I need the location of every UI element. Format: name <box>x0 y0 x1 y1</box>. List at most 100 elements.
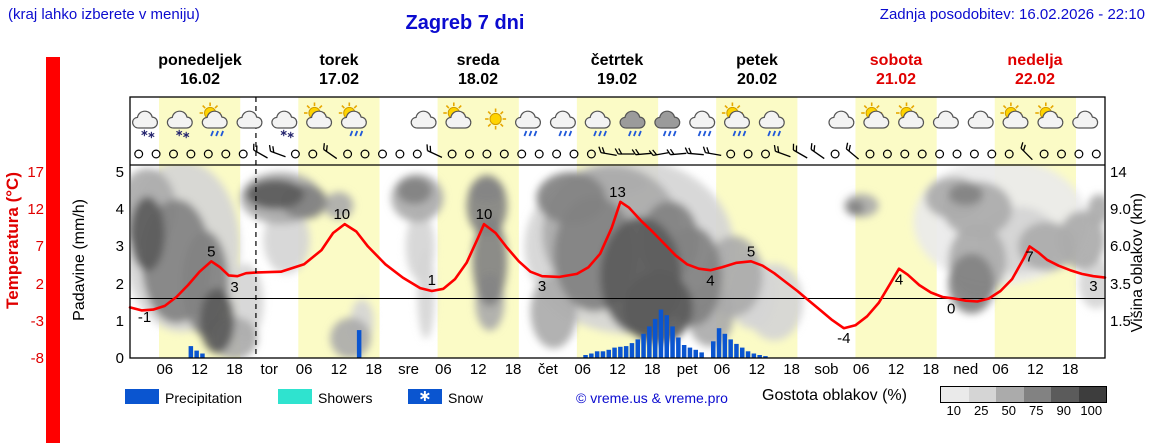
svg-text:5: 5 <box>747 243 755 260</box>
wind-barb-icon <box>684 147 704 156</box>
x-axis-day-tick: tor <box>260 361 279 378</box>
wind-calm-icon <box>186 149 196 159</box>
moon-cloud-icon <box>828 105 855 129</box>
moon-cloud-icon <box>410 105 437 129</box>
cloud-icon <box>236 110 263 129</box>
precipitation-bars <box>188 309 768 358</box>
day-date: 21.02 <box>875 71 917 88</box>
showers-legend-label: Showers <box>318 390 373 406</box>
cloud-axis-tick: 1.5 <box>1110 312 1131 330</box>
svg-text:3: 3 <box>230 279 238 296</box>
wind-calm-icon <box>169 149 179 159</box>
day-name: četrtek <box>590 52 644 69</box>
density-swatch <box>1023 387 1051 402</box>
x-axis-hour-tick: 06 <box>574 361 592 378</box>
cloud-snow-icon <box>271 110 298 139</box>
wind-barb-icon <box>598 146 617 157</box>
moon-icon <box>805 111 813 127</box>
wind-barb-icon <box>810 143 825 160</box>
temperature-value-labels: -1 5 3 10 1 10 3 13 4 5 -4 4 0 7 3 <box>138 184 1098 347</box>
cloud-snow-icon <box>166 110 193 139</box>
wind-calm-icon <box>447 149 457 159</box>
wind-barb-icon <box>702 146 722 157</box>
x-axis-hour-tick: 18 <box>783 361 800 378</box>
weather-icons-row <box>131 102 1099 139</box>
sun-cloud-icon <box>1035 102 1064 129</box>
cloud-density-label: Gostota oblakov (%) <box>762 387 907 404</box>
day-date: 16.02 <box>179 71 221 88</box>
wind-barb-icon <box>253 143 268 159</box>
x-axis-day-tick: sre <box>398 361 419 378</box>
moon-icon <box>387 111 395 127</box>
wind-calm-icon <box>952 149 962 159</box>
x-axis-hour-tick: 06 <box>435 361 452 378</box>
precip-axis-tick: 1 <box>115 312 124 330</box>
cloud-axis-title: Višina oblakov (km) <box>1129 192 1146 333</box>
day-header-torek: torek 17.02 <box>269 51 409 89</box>
day-header-petek: petek 20.02 <box>687 51 827 89</box>
x-axis-hour-tick: 12 <box>887 361 905 378</box>
x-axis-day-tick: sob <box>814 361 839 378</box>
sun-cloud-icon <box>443 102 472 129</box>
wind-barb-icon <box>666 148 687 156</box>
precip-axis-tick: 0 <box>115 350 124 367</box>
wind-calm-icon <box>1039 149 1049 159</box>
x-axis-hour-tick: 18 <box>922 361 940 378</box>
wind-calm-icon <box>760 149 770 159</box>
cloud-icon <box>932 110 959 129</box>
wind-barb-icon <box>792 143 808 159</box>
wind-calm-icon <box>935 149 945 159</box>
day-date: 22.02 <box>1014 71 1056 88</box>
svg-text:4: 4 <box>706 273 714 290</box>
density-swatch <box>941 387 969 402</box>
x-axis-hour-tick: 06 <box>852 361 870 378</box>
precip-axis-tick: 3 <box>115 238 124 256</box>
dark-cloud-rain-icon <box>619 110 646 137</box>
temp-axis-title: Temperatura (°C) <box>3 171 22 309</box>
day-date: 17.02 <box>318 71 360 88</box>
sun-cloud-icon <box>304 102 333 129</box>
wind-calm-icon <box>726 149 736 159</box>
wind-calm-icon <box>517 149 527 159</box>
wind-calm-icon <box>308 149 318 159</box>
cloud-axis-tick: 3.5 <box>1110 275 1131 293</box>
density-swatch <box>1078 387 1106 402</box>
svg-text:7: 7 <box>1025 248 1033 265</box>
cloud-rain-icon <box>689 110 716 137</box>
density-tick: 10 <box>946 403 961 418</box>
plot-border <box>129 96 1106 359</box>
wind-barb-icon <box>268 144 286 158</box>
moon-cloud-snow-icon <box>131 105 158 139</box>
day-date: 18.02 <box>457 71 499 88</box>
wind-calm-icon <box>586 149 596 159</box>
wind-calm-icon <box>882 149 892 159</box>
snow-star-icon: ∗ <box>418 388 432 405</box>
x-axis-hour-tick: 12 <box>748 361 766 378</box>
cloud-axis-title-wrap: Višina oblakov (km) <box>1126 150 1150 375</box>
cloud-axis-tick: 14 <box>1110 164 1127 181</box>
temp-axis-tick: 7 <box>35 238 44 256</box>
temp-axis-tick: 2 <box>35 275 44 293</box>
x-axis-hour-tick: 12 <box>1027 361 1044 378</box>
wind-calm-icon <box>343 149 353 159</box>
temp-axis-title-wrap: Temperatura (°C) <box>0 110 26 370</box>
x-axis-hour-tick: 18 <box>1061 361 1079 378</box>
menu-hint-text: (kraj lahko izberete v meniju) <box>8 6 200 23</box>
x-axis-hour-tick: 06 <box>295 361 313 378</box>
day-date: 20.02 <box>736 71 778 88</box>
wind-calm-icon <box>378 149 388 159</box>
temp-axis-tick: 12 <box>27 201 44 219</box>
svg-text:5: 5 <box>207 243 215 260</box>
copyright-link[interactable]: © vreme.us & vreme.pro <box>576 390 728 406</box>
cloud-rain-icon <box>515 110 542 137</box>
svg-text:3: 3 <box>538 278 546 295</box>
x-axis-hour-tick: 06 <box>992 361 1009 378</box>
x-axis-day-tick: ned <box>953 361 979 378</box>
wind-calm-icon <box>221 149 231 159</box>
wind-calm-icon <box>534 149 544 159</box>
x-axis-hour-tick: 12 <box>609 361 626 378</box>
sun-cloud-icon <box>861 102 890 129</box>
x-axis-day-tick: čet <box>537 361 558 378</box>
wind-barb-icon <box>614 148 635 155</box>
snow-swatch: ∗ <box>408 388 442 405</box>
